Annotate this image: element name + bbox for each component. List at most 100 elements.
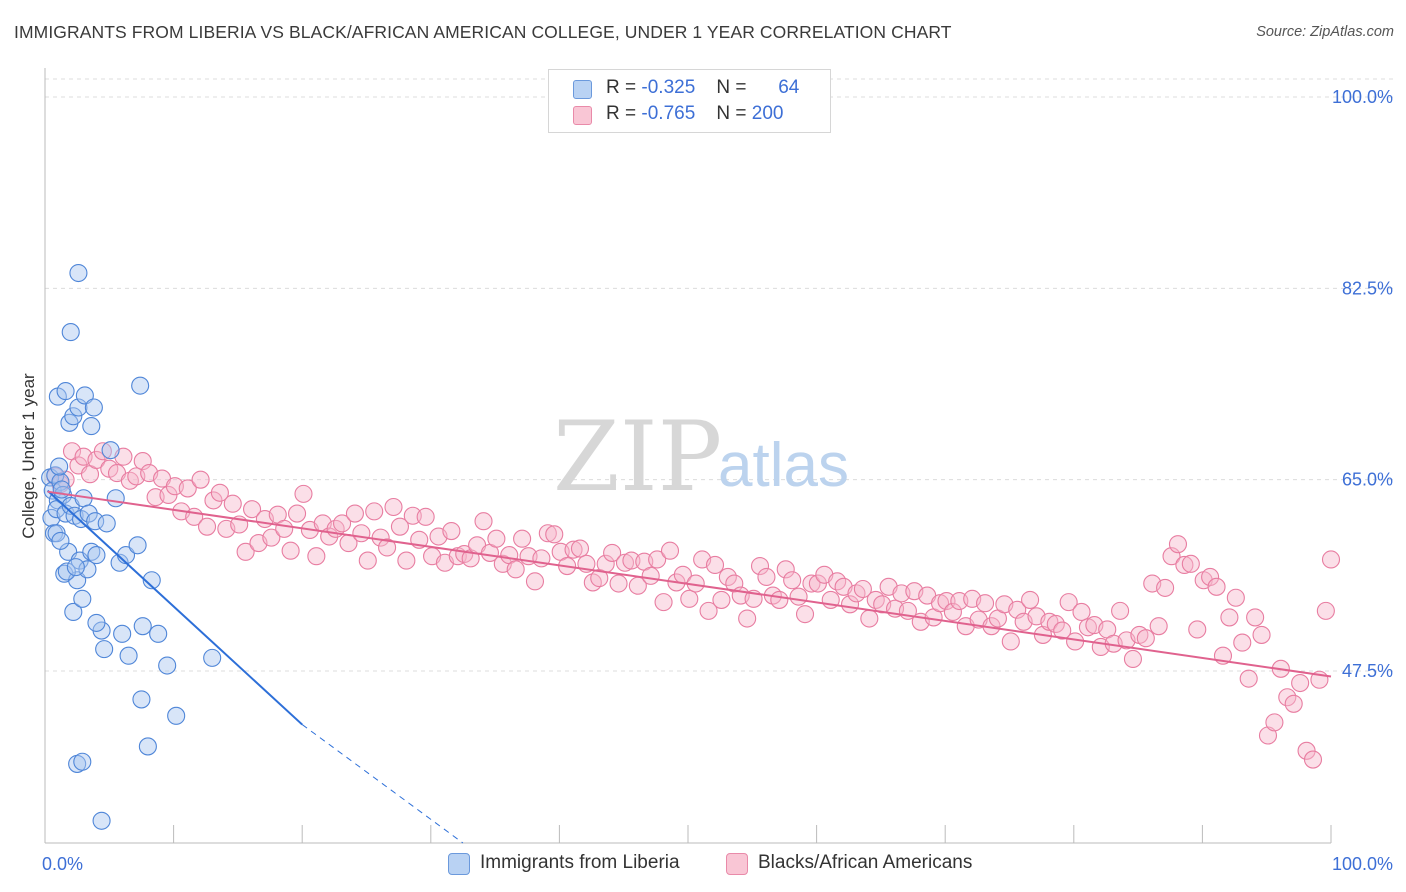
data-point-black (416, 507, 435, 526)
data-point-black (1059, 593, 1078, 612)
data-point-black (654, 593, 673, 612)
watermark-atlas: atlas (718, 431, 849, 500)
data-point-black (783, 571, 802, 590)
data-point-black (1321, 550, 1341, 569)
x-tick-label: 0.0% (42, 854, 83, 874)
data-point-black (1246, 608, 1265, 627)
x-tick-label: 100.0% (1332, 854, 1393, 874)
data-point-liberia (142, 571, 161, 590)
data-point-black (705, 555, 725, 574)
data-point-black (223, 494, 242, 513)
bottom-legend-swatch-blue (448, 853, 470, 875)
data-point-black (1278, 688, 1297, 707)
data-point-black (93, 442, 112, 461)
data-point-black (1284, 694, 1303, 713)
data-point-black (1156, 578, 1175, 597)
data-point-black (178, 479, 197, 498)
data-point-black (1053, 621, 1072, 640)
data-point-liberia (119, 646, 138, 665)
legend-n-label: N = (716, 103, 747, 124)
data-point-black (281, 541, 300, 560)
data-point-black (648, 550, 667, 569)
data-point-black (1168, 535, 1188, 554)
data-point-liberia (113, 624, 132, 643)
data-point-liberia (78, 560, 97, 579)
data-point-black (487, 529, 506, 548)
source-credit: Source: ZipAtlas.com (1256, 24, 1394, 40)
legend-r-label: R = (606, 77, 637, 98)
data-point-black (1233, 633, 1252, 652)
bottom-legend-label-black: Blacks/African Americans (758, 852, 973, 873)
data-point-liberia (69, 263, 88, 283)
legend-r-label: R = (606, 103, 637, 124)
data-point-black (1123, 649, 1143, 669)
data-point-black (603, 543, 622, 562)
data-point-black (1252, 625, 1271, 644)
data-point-black (1001, 632, 1020, 651)
data-point-black (1258, 726, 1278, 745)
data-point-black (1149, 617, 1168, 636)
watermark-zip: ZIP (553, 401, 722, 513)
series-immigrants-from-liberia (41, 263, 222, 830)
data-point-liberia (50, 457, 69, 476)
data-point-liberia (106, 489, 125, 508)
data-point-black (622, 551, 641, 570)
data-point-liberia (149, 624, 168, 643)
y-tick-label: 65.0% (1342, 470, 1393, 490)
data-point-liberia (64, 407, 83, 426)
data-point-liberia (167, 706, 186, 725)
y-tick-label: 47.5% (1342, 661, 1393, 681)
data-point-black (680, 589, 699, 608)
data-point-liberia (57, 562, 76, 581)
data-point-black (1239, 669, 1258, 688)
data-point-black (795, 605, 815, 624)
data-point-liberia (97, 514, 116, 533)
data-point-black (378, 538, 397, 557)
data-point-black (609, 574, 628, 593)
data-point-liberia (158, 656, 177, 675)
data-point-black (1291, 673, 1310, 693)
data-point-liberia (73, 752, 92, 771)
data-point-black (1188, 620, 1207, 639)
data-point-black (750, 556, 770, 576)
data-point-black (937, 591, 956, 611)
data-point-black (345, 504, 364, 523)
trend-lines (46, 489, 1332, 844)
data-point-black (545, 525, 564, 544)
data-point-liberia (86, 512, 105, 531)
data-point-liberia (75, 386, 94, 405)
data-point-liberia (47, 500, 66, 519)
data-point-black (1046, 614, 1065, 634)
data-point-black (352, 524, 371, 543)
data-point-black (738, 609, 757, 628)
legend-swatch-blue (573, 80, 592, 99)
y-tick-label: 100.0% (1332, 87, 1393, 107)
grid-lines (45, 78, 1393, 672)
data-point-black (660, 541, 680, 560)
legend-r-value: -0.325 (641, 77, 696, 98)
data-point-liberia (203, 648, 222, 667)
data-point-black (1316, 601, 1335, 620)
watermark: ZIP atlas (553, 401, 849, 513)
data-point-liberia (133, 617, 152, 636)
data-point-black (976, 594, 995, 613)
data-point-liberia (56, 382, 75, 401)
legend-n-value: 200 (751, 103, 784, 124)
data-point-black (333, 514, 352, 533)
data-point-black (294, 484, 313, 503)
data-point-black (204, 491, 223, 510)
bottom-legend-swatch-pink (726, 853, 748, 875)
data-point-black (397, 551, 416, 570)
data-point-liberia (51, 531, 70, 550)
data-point-black (442, 522, 461, 541)
bottom-legend-label-liberia: Immigrants from Liberia (480, 852, 680, 873)
data-point-black (943, 602, 962, 622)
data-point-black (197, 517, 217, 536)
data-point-black (242, 500, 262, 519)
data-point-black (1226, 588, 1245, 607)
data-point-black (1181, 554, 1200, 573)
data-point-black (641, 566, 660, 585)
data-point-black (1220, 608, 1239, 627)
y-axis-label: College, Under 1 year (19, 373, 38, 539)
data-point-black (802, 574, 821, 593)
